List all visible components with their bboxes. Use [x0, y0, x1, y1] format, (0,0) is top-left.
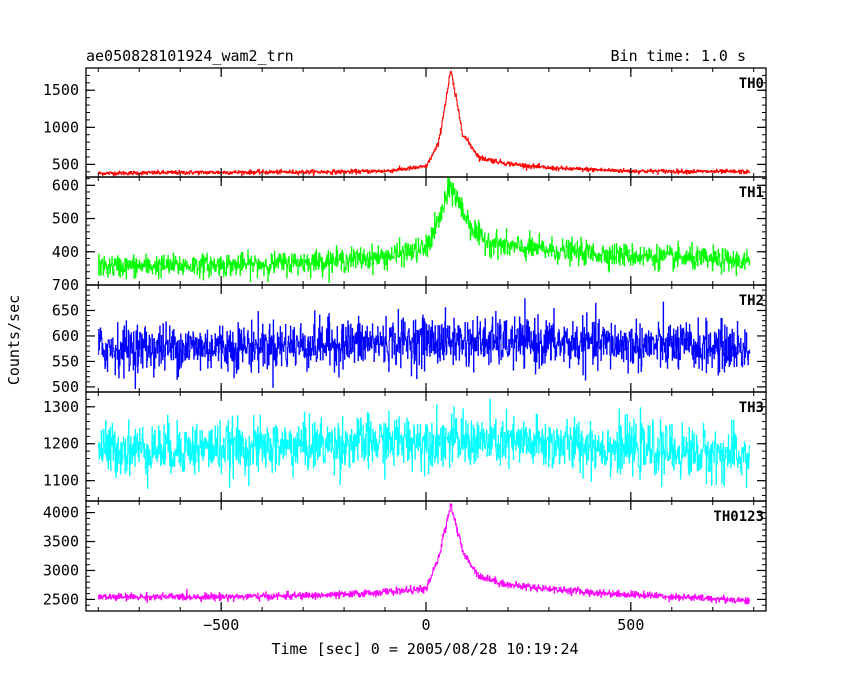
panel-frame [85, 500, 767, 612]
y-tick-label: 2500 [43, 590, 79, 608]
y-tick-label: 4000 [43, 504, 79, 522]
x-tick-label: 0 [421, 616, 430, 634]
x-tick-label: −500 [203, 616, 239, 634]
x-axis-label: Time [sec] 0 = 2005/08/28 10:19:24 [271, 640, 578, 658]
panel-th0: 500 1000 1500 TH0 [43, 67, 767, 178]
panel-label-th3: TH3 [739, 400, 764, 416]
panel-label-th2: TH2 [739, 293, 764, 309]
panel-frame [85, 67, 767, 178]
y-tick-label: 550 [52, 352, 79, 370]
y-tick-label: 500 [52, 378, 79, 396]
panel-label-th1: TH1 [739, 185, 764, 201]
chart-title: ae050828101924_wam2_trn [86, 47, 294, 65]
series-line-th0123 [98, 503, 751, 605]
series-line-th3 [98, 398, 751, 489]
y-tick-label: 1200 [43, 435, 79, 453]
y-tick-label: 1500 [43, 81, 79, 99]
panel-th0123: 2500 3000 3500 4000 TH0123 [43, 500, 767, 612]
panels-layer: 500 1000 1500 TH0 400 500 600 TH1 500 550 600 650 70… [43, 67, 767, 634]
y-tick-label: 3500 [43, 533, 79, 551]
y-tick-label: 1100 [43, 472, 79, 490]
series-line-th2 [98, 298, 751, 390]
series-line-th0 [98, 70, 751, 177]
panel-frame [85, 176, 767, 286]
y-tick-label: 400 [52, 243, 79, 261]
y-tick-label: 600 [52, 327, 79, 345]
x-tick-label: 500 [617, 616, 644, 634]
y-tick-label: 700 [52, 276, 79, 294]
y-axis-label: Counts/sec [5, 295, 23, 385]
panel-label-th0123: TH0123 [713, 509, 764, 525]
y-tick-label: 1300 [43, 398, 79, 416]
y-tick-label: 500 [52, 155, 79, 173]
y-tick-label: 650 [52, 301, 79, 319]
bin-time-label: Bin time: 1.0 s [611, 47, 746, 65]
y-tick-label: 3000 [43, 561, 79, 579]
y-tick-label: 500 [52, 210, 79, 228]
y-tick-label: 1000 [43, 118, 79, 136]
y-tick-label: 600 [52, 176, 79, 194]
panel-th3: 1100 1200 1300 TH3 [43, 391, 767, 502]
panel-label-th0: TH0 [739, 76, 764, 92]
series-line-th1 [98, 177, 751, 283]
panel-th2: 500 550 600 650 700 TH2 [52, 276, 767, 396]
panel-th1: 400 500 600 TH1 [52, 176, 767, 286]
